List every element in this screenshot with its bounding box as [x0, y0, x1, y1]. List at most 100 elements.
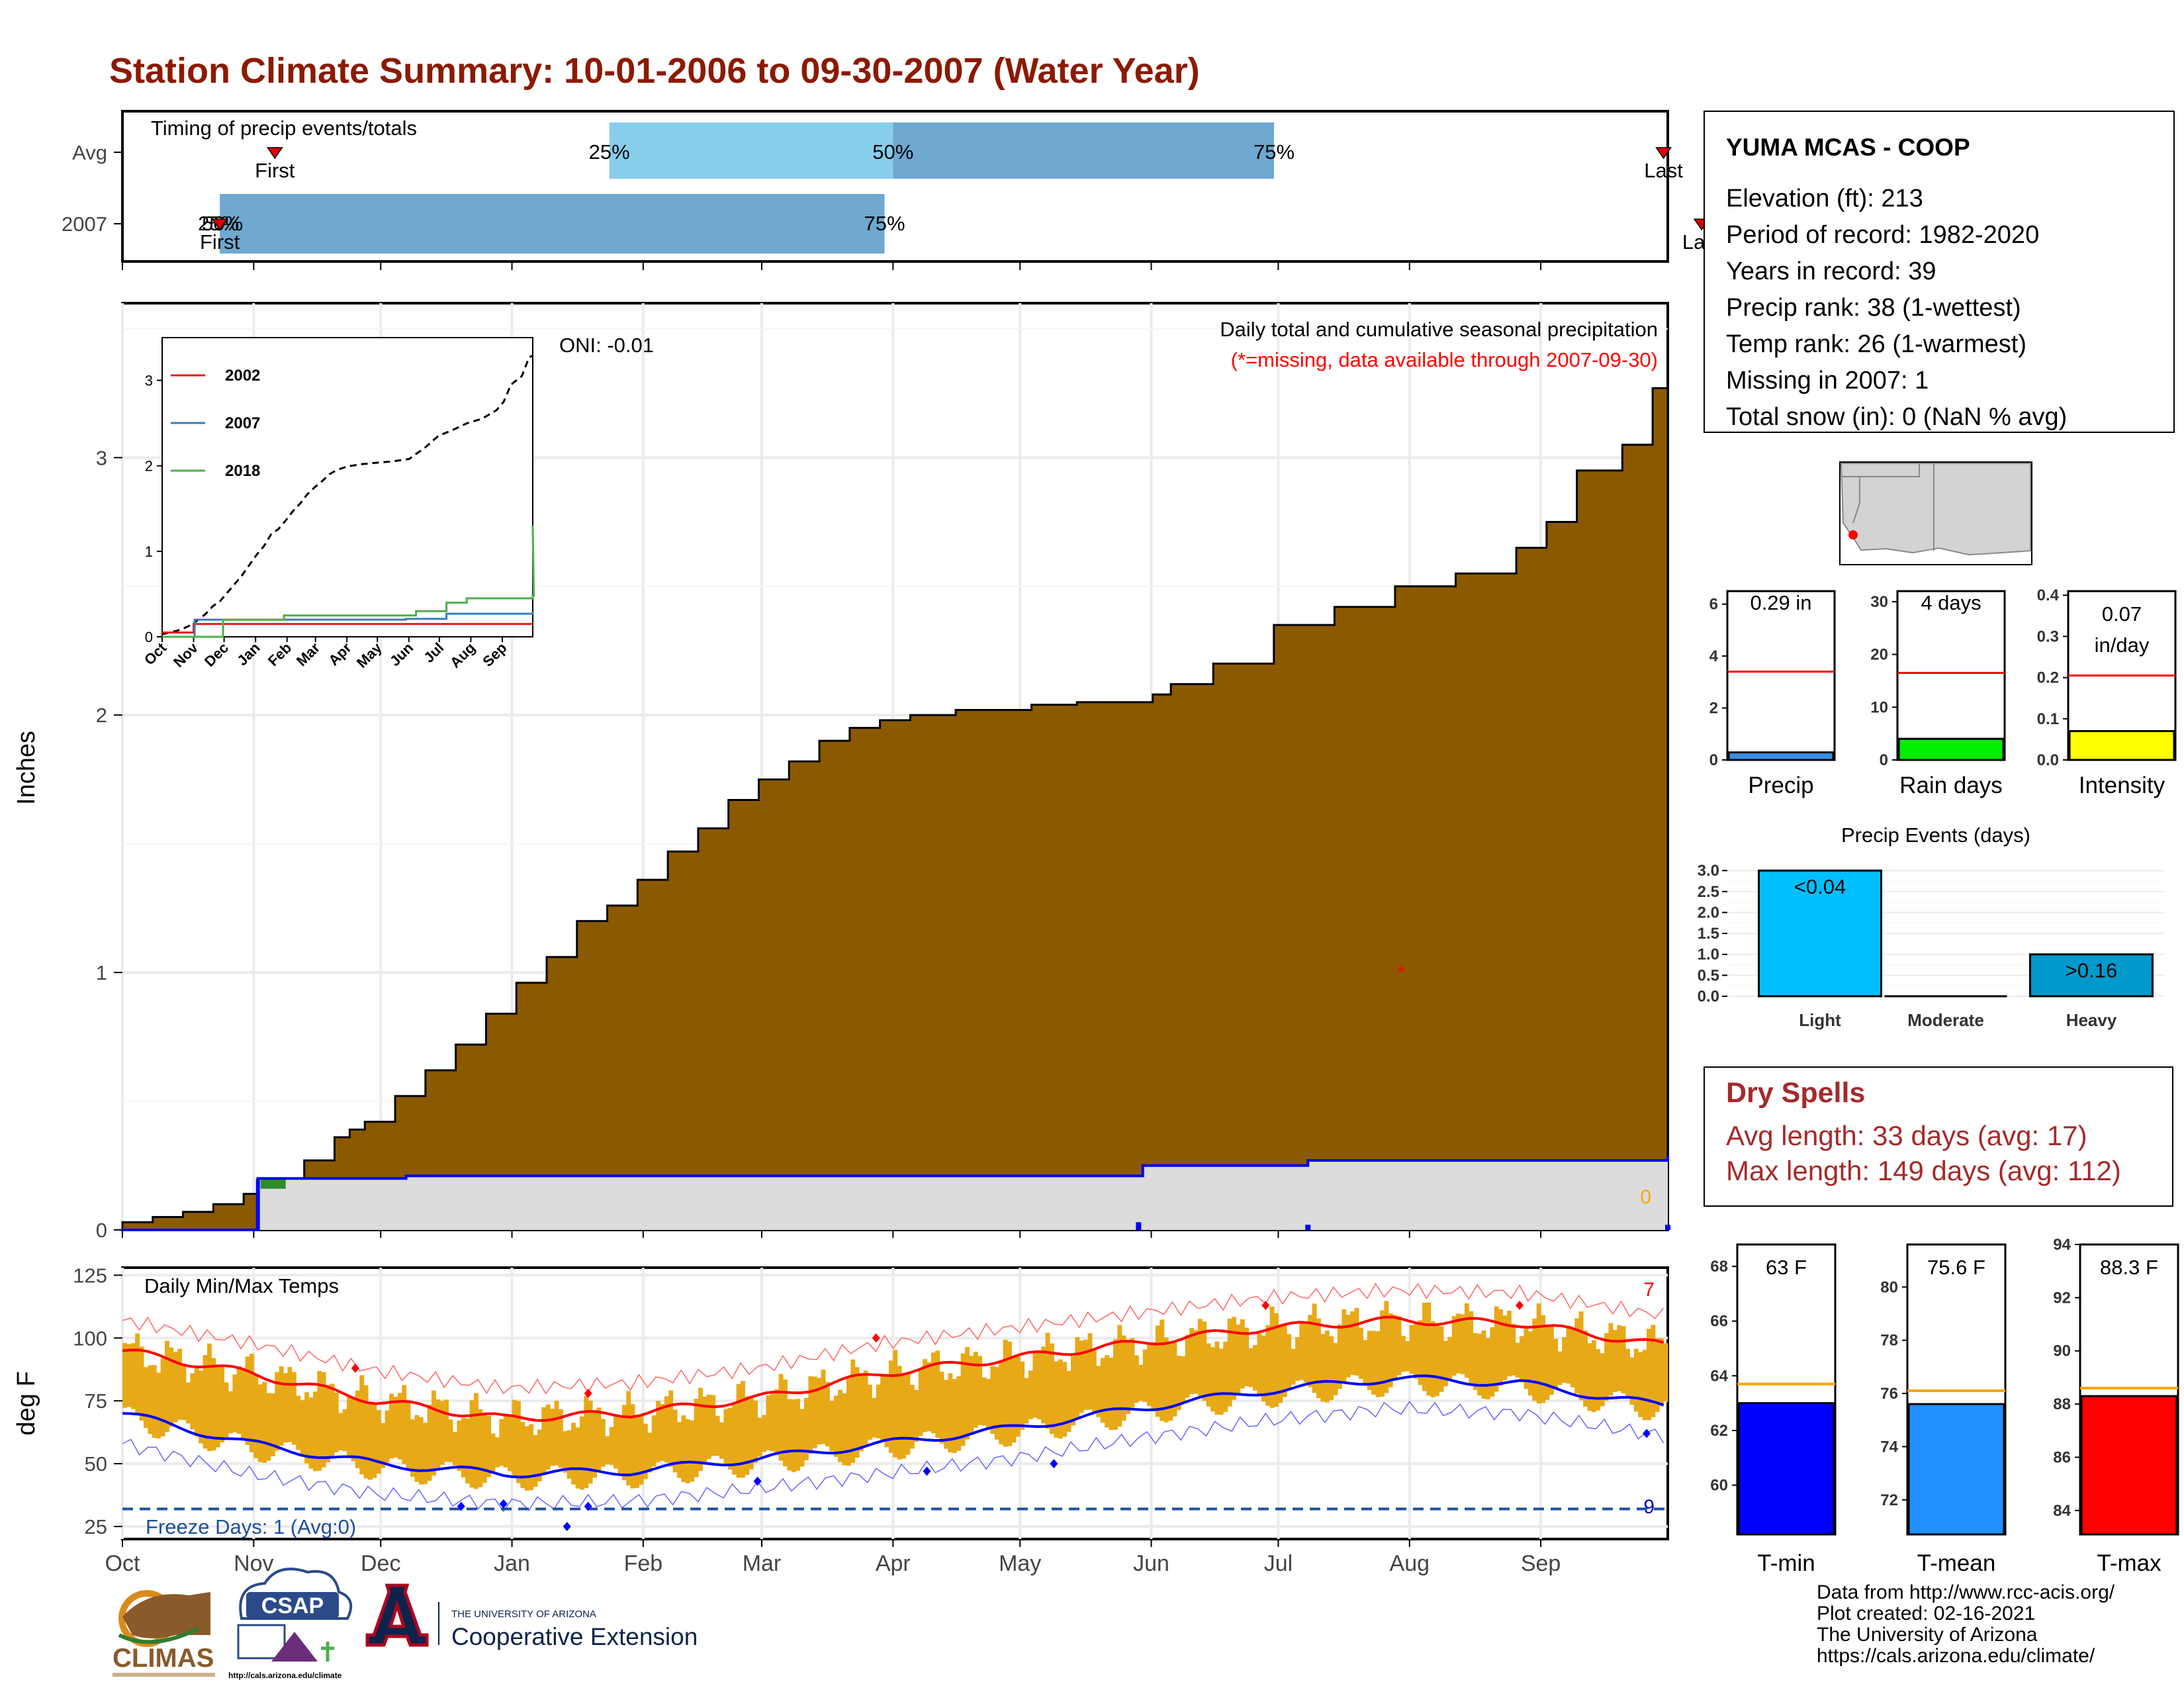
daily-temp-bar: [1439, 1326, 1444, 1392]
daily-temp-bar: [199, 1370, 204, 1444]
events-y-label: 0.0: [1698, 988, 1719, 1006]
daily-temp-bar: [1604, 1333, 1609, 1401]
daily-temp-bar: [829, 1401, 835, 1452]
daily-temp-bar: [1316, 1319, 1321, 1399]
locator-map: [1839, 461, 2032, 565]
station-line: Temp rank: 26 (1-warmest): [1726, 330, 2026, 358]
daily-temp-bar: [872, 1397, 877, 1438]
daily-temp-bar: [156, 1372, 161, 1439]
daily-temp-bar: [609, 1427, 614, 1466]
mini-bar-value: [1727, 751, 1835, 761]
daily-temp-bar: [787, 1399, 792, 1471]
avg-min-line: [122, 1374, 1664, 1479]
daily-temp-bar: [986, 1379, 991, 1429]
daily-temp-bar: [249, 1354, 254, 1452]
daily-temp-bar: [359, 1375, 365, 1475]
daily-temp-bar: [385, 1410, 390, 1463]
daily-temp-bar: [635, 1417, 639, 1488]
daily-temp-bar: [1232, 1317, 1236, 1400]
daily-temp-bar: [571, 1423, 576, 1485]
temp-bar-tick-label: 92: [2053, 1289, 2071, 1307]
daily-temp-bar: [541, 1407, 547, 1476]
temp-bar-tick-label: 84: [2053, 1502, 2071, 1520]
timing-first-label: First: [200, 230, 240, 254]
daily-temp-bar: [1494, 1306, 1499, 1392]
daily-temp-bar: [529, 1424, 534, 1491]
daily-temp-bar: [1105, 1355, 1110, 1428]
daily-temp-bar: [888, 1360, 893, 1453]
daily-temp-bar: [749, 1397, 754, 1470]
daily-temp-bar: [414, 1415, 420, 1482]
daily-temp-bar: [381, 1423, 386, 1468]
daily-temp-bar: [1647, 1329, 1651, 1421]
daily-temp-bar: [833, 1395, 839, 1457]
daily-temp-bar: [973, 1352, 978, 1428]
timing-bar-q1: [609, 122, 893, 179]
daily-temp-bar: [990, 1366, 995, 1434]
daily-temp-bar: [262, 1382, 267, 1463]
daily-temp-bar: [1367, 1331, 1372, 1390]
mini-bar-value-label: in/day: [2095, 633, 2150, 657]
csap-logo: CSAP http://cals.arizona.edu/climate: [228, 1568, 353, 1680]
precip-y-tick-label: 3: [96, 446, 107, 469]
daily-temp-bar: [939, 1372, 944, 1444]
daily-temp-bar: [1223, 1341, 1228, 1412]
daily-temp-bar: [1443, 1340, 1448, 1387]
daily-temp-bar: [690, 1420, 695, 1482]
daily-temp-bar: [368, 1403, 373, 1480]
daily-temp-bar: [1363, 1340, 1368, 1385]
footer-line: https://cals.arizona.edu/climate/: [1817, 1645, 2095, 1667]
inset-series-line: [162, 623, 533, 634]
daily-temp-bar: [135, 1333, 140, 1414]
mini-bar-tick-label: 10: [1870, 698, 1888, 716]
csap-label-bg: [246, 1592, 339, 1618]
daily-temp-bar: [452, 1432, 457, 1466]
daily-temp-bar: [969, 1356, 974, 1433]
daily-temp-bar: [1291, 1348, 1296, 1385]
daily-temp-bar: [1028, 1370, 1033, 1419]
daily-temp-bar: [206, 1343, 212, 1452]
avg-cumulative-area: [121, 383, 1669, 1231]
daily-temp-bar: [334, 1392, 339, 1453]
daily-temp-bar: [817, 1378, 822, 1445]
daily-temp-bar: [1527, 1331, 1533, 1396]
events-y-label: 2.0: [1698, 904, 1719, 921]
mini-bar-tick-label: 20: [1870, 646, 1888, 664]
mini-bar-tick-label: 0: [1880, 751, 1888, 769]
ua-a-logo: [365, 1583, 429, 1647]
daily-temp-bar: [516, 1401, 521, 1483]
mini-bar-value-label: 4 days: [1921, 591, 1981, 614]
daily-temp-bar: [567, 1430, 572, 1479]
daily-temp-bar: [621, 1405, 627, 1481]
daily-temp-bar: [952, 1379, 957, 1454]
daily-temp-bar: [1435, 1325, 1440, 1396]
mini-bar-label: Intensity: [2079, 773, 2165, 798]
daily-temp-bar: [1126, 1339, 1131, 1414]
daily-temp-bar: [499, 1419, 504, 1466]
daily-temp-bar: [1299, 1321, 1304, 1380]
daily-temp-bar: [287, 1367, 293, 1442]
dry-spells-title: Dry Spells: [1726, 1077, 1865, 1109]
precip-y-tick-label: 1: [96, 961, 107, 984]
temp-title: Daily Min/Max Temps: [144, 1274, 339, 1297]
mini-bar-chart-intensity: 0.0 0.1 0.2 0.3 0.4 0.07 in/day Intensity: [2037, 586, 2177, 798]
temp-bar-value-label: 88.3 F: [2100, 1256, 2158, 1279]
daily-temp-bar: [160, 1358, 165, 1436]
climas-tagline: [113, 1673, 215, 1677]
daily-temp-bar: [656, 1401, 660, 1462]
timing-p25-label: 25%: [589, 140, 630, 164]
daily-temp-bar: [236, 1366, 242, 1434]
daily-temp-bar: [1354, 1307, 1359, 1376]
cumulative-green-segment: [260, 1178, 286, 1189]
daily-precip-bar: [1305, 1225, 1311, 1230]
daily-temp-bar: [537, 1429, 542, 1481]
daily-temp-bar: [702, 1396, 707, 1465]
oni-label: ONI: -0.01: [559, 334, 654, 357]
daily-temp-bar: [1520, 1336, 1524, 1383]
csap-text: CSAP: [261, 1593, 324, 1618]
daily-temp-bar: [283, 1373, 288, 1443]
mini-bar-tick-label: 2: [1709, 700, 1718, 718]
daily-temp-bar: [1583, 1331, 1588, 1407]
daily-temp-bar: [1236, 1324, 1241, 1393]
footer-line: Data from http://www.rcc-acis.org/: [1817, 1581, 2115, 1603]
